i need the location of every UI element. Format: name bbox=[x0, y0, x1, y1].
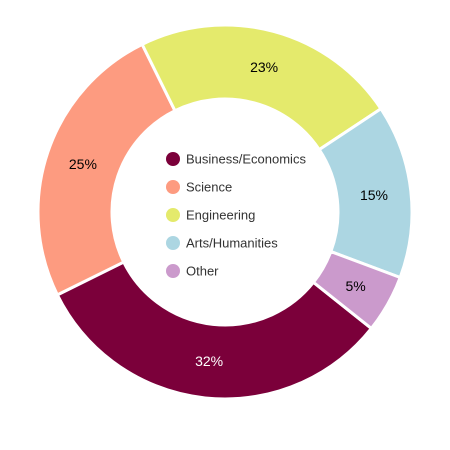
legend-swatch bbox=[166, 152, 180, 166]
slice-label-arts-humanities: 15% bbox=[360, 187, 388, 203]
legend-label: Arts/Humanities bbox=[186, 236, 278, 251]
legend-item-engineering: Engineering bbox=[166, 208, 255, 223]
slice-business-economics bbox=[55, 260, 373, 401]
slice-engineering bbox=[140, 23, 383, 152]
legend-label: Science bbox=[186, 180, 232, 195]
legend-label: Other bbox=[186, 264, 219, 279]
slice-labels: 32% 25% 23% 15% 5% bbox=[69, 59, 388, 369]
legend-swatch bbox=[166, 180, 180, 194]
slice-label-engineering: 23% bbox=[250, 59, 278, 75]
legend-label: Business/Economics bbox=[186, 152, 306, 167]
legend-swatch bbox=[166, 264, 180, 278]
slice-label-other: 5% bbox=[345, 278, 365, 294]
legend-item-business-economics: Business/Economics bbox=[166, 152, 306, 167]
slice-science bbox=[36, 42, 177, 297]
slice-label-science: 25% bbox=[69, 156, 97, 172]
legend-item-other: Other bbox=[166, 264, 219, 279]
slice-label-business-economics: 32% bbox=[195, 353, 223, 369]
legend-swatch bbox=[166, 236, 180, 250]
legend-swatch bbox=[166, 208, 180, 222]
legend-label: Engineering bbox=[186, 208, 255, 223]
slice-other bbox=[311, 250, 402, 330]
chart-legend: Business/Economics Science Engineering Arts… bbox=[166, 152, 306, 279]
legend-item-arts-humanities: Arts/Humanities bbox=[166, 236, 278, 251]
donut-slices bbox=[36, 23, 414, 401]
legend-item-science: Science bbox=[166, 180, 232, 195]
